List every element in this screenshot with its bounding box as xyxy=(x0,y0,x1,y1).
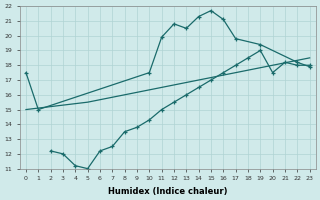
X-axis label: Humidex (Indice chaleur): Humidex (Indice chaleur) xyxy=(108,187,228,196)
